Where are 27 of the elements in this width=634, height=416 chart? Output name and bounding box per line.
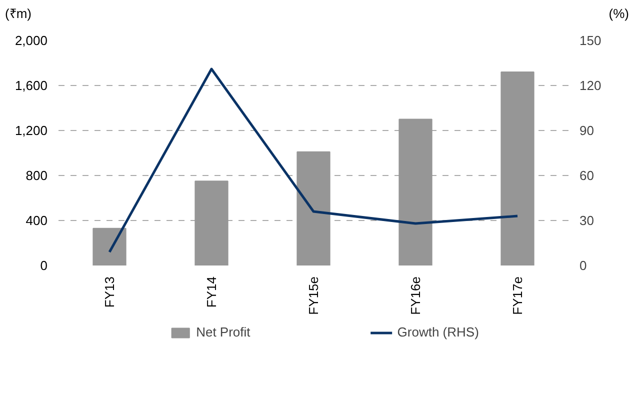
y2-tick-label: 0 [580,258,587,273]
line-series [108,68,519,254]
y-axis-title: (₹m) [5,5,32,23]
bar [500,72,534,266]
y-tick-label: 1,600 [14,78,48,93]
x-tick-label: FY16e [408,276,423,315]
x-tick-label: FY15e [306,276,321,315]
y-tick-label: 0 [40,258,48,273]
bar [194,180,228,266]
bar [398,118,432,266]
y2-tick-label: 90 [580,123,594,138]
x-tick-label: FY13 [102,276,117,308]
y-tick-label: 2,000 [14,33,48,48]
y-tick-label: 1,200 [14,123,48,138]
y-tick-label: 800 [26,168,48,183]
legend-label: Growth (RHS) [397,324,479,340]
x-tick-label: FY17e [510,276,525,315]
x-tick-label: FY14 [204,276,219,308]
y2-tick-label: 120 [580,78,602,93]
bar [296,151,330,266]
y2-tick-label: 60 [580,168,594,183]
bar [92,228,126,266]
legend-label: Net Profit [196,324,250,340]
y2-axis-title: (%) [608,5,629,23]
y-tick-label: 400 [26,213,48,228]
y2-tick-label: 30 [580,213,594,228]
y2-tick-label: 150 [580,33,602,48]
